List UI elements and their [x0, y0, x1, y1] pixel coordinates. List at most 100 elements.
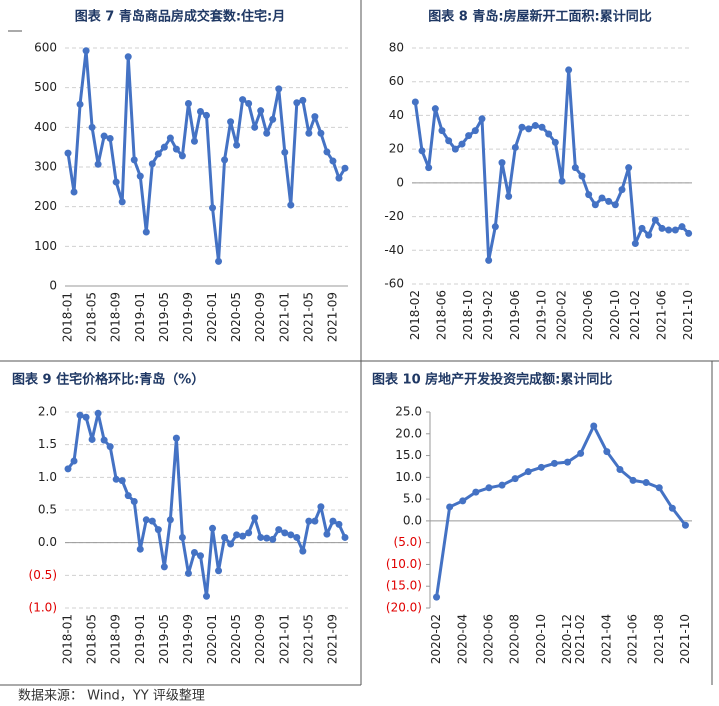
series-line: [435, 424, 687, 598]
data-point: [172, 145, 180, 153]
data-point: [142, 516, 150, 524]
chart: 图表 8 青岛:房屋新开工面积:累计同比 80 60 40 20 0 -20 -40 -60 20…: [384, 9, 695, 341]
data-point: [511, 475, 519, 483]
data-point: [578, 172, 586, 180]
data-point: [642, 479, 650, 487]
x-tick-label: 2021-02: [628, 290, 642, 340]
data-point: [227, 118, 235, 126]
data-point: [538, 123, 546, 131]
data-point: [590, 422, 598, 430]
data-point: [148, 160, 156, 168]
data-point: [251, 514, 259, 522]
x-tick-label: 2021-08: [652, 614, 666, 664]
x-tick-label: 2021-02: [573, 614, 587, 664]
data-point: [668, 504, 676, 512]
data-point: [537, 463, 545, 471]
x-tick-label: 2021-09: [325, 614, 339, 664]
data-point: [287, 201, 295, 209]
data-point: [471, 127, 479, 135]
data-point: [651, 216, 659, 224]
x-tick-label: 2020-05: [229, 614, 243, 664]
chart-title: 图表 9 住宅价格环比:青岛（%）: [12, 372, 204, 388]
data-point: [329, 157, 337, 165]
data-point: [629, 476, 637, 484]
data-point: [178, 152, 186, 160]
y-tick-label: 500: [34, 80, 57, 94]
data-point: [124, 492, 132, 500]
data-point: [425, 164, 433, 172]
data-point: [446, 503, 454, 511]
x-tick-label: 2020-09: [253, 614, 267, 664]
data-point: [551, 138, 559, 146]
data-point: [438, 127, 446, 135]
y-tick-label: 2.0: [38, 405, 57, 419]
y-tick-label: (1.0): [29, 601, 57, 615]
data-point: [323, 148, 331, 156]
data-point: [451, 145, 459, 153]
data-point: [511, 143, 519, 151]
y-tick-label: 20: [389, 142, 404, 156]
data-point: [341, 164, 349, 172]
x-tick-label: 2020-01: [205, 292, 219, 342]
y-tick-label: -20: [384, 209, 404, 223]
data-point: [558, 177, 566, 185]
y-tick-label: -60: [384, 277, 404, 291]
y-tick-label: (5.0): [394, 535, 422, 549]
x-tick-label: 2021-10: [678, 614, 692, 664]
y-tick-label: 10.0: [395, 470, 422, 484]
data-point: [287, 531, 295, 539]
data-point: [154, 526, 162, 534]
data-point: [505, 192, 513, 200]
y-tick-label: 0.5: [38, 503, 57, 517]
y-tick-label: (10.0): [386, 557, 422, 571]
data-point: [142, 228, 150, 236]
x-tick-label: 2018-10: [461, 290, 475, 340]
data-point: [118, 198, 126, 206]
data-point: [239, 532, 247, 540]
y-tick-label: 60: [389, 74, 404, 88]
x-tick-label: 2021-09: [325, 292, 339, 342]
data-point: [88, 435, 96, 443]
data-point: [178, 533, 186, 541]
chart: 图表 10 房地产开发投资完成额:累计同比 25.0 20.0 15.0 10.0 5.0…: [372, 372, 692, 664]
data-point: [311, 113, 319, 121]
data-point: [136, 545, 144, 553]
data-point: [136, 172, 144, 180]
data-point: [160, 143, 168, 151]
data-point: [215, 257, 223, 265]
data-point: [196, 107, 204, 115]
data-point: [525, 125, 533, 133]
data-point: [124, 53, 132, 61]
data-point: [585, 191, 593, 199]
y-tick-label: 80: [389, 41, 404, 55]
data-point: [88, 123, 96, 131]
data-point: [485, 256, 493, 264]
y-tick-label: 1.0: [38, 470, 57, 484]
data-point: [64, 465, 72, 473]
data-point: [550, 459, 558, 467]
data-point: [184, 100, 192, 108]
data-point: [275, 526, 283, 534]
x-tick-label: 2020-04: [455, 614, 469, 664]
data-point: [311, 517, 319, 525]
data-point: [172, 434, 180, 442]
data-point: [221, 156, 229, 164]
x-tick-label: 2020-08: [508, 614, 522, 664]
data-point: [335, 520, 343, 528]
data-point: [82, 47, 90, 55]
data-point: [245, 100, 253, 108]
x-tick-label: 2020-02: [555, 290, 569, 340]
data-point: [100, 436, 108, 444]
x-tick-label: 2019-01: [133, 292, 147, 342]
y-tick-label: (15.0): [386, 579, 422, 593]
data-point: [611, 201, 619, 209]
data-point: [658, 224, 666, 232]
data-point: [577, 449, 585, 457]
x-tick-label: 2020-01: [205, 614, 219, 664]
data-point: [190, 548, 198, 556]
data-point: [545, 130, 553, 138]
y-tick-label: -40: [384, 243, 404, 257]
data-point: [130, 498, 138, 506]
data-point: [445, 137, 453, 145]
